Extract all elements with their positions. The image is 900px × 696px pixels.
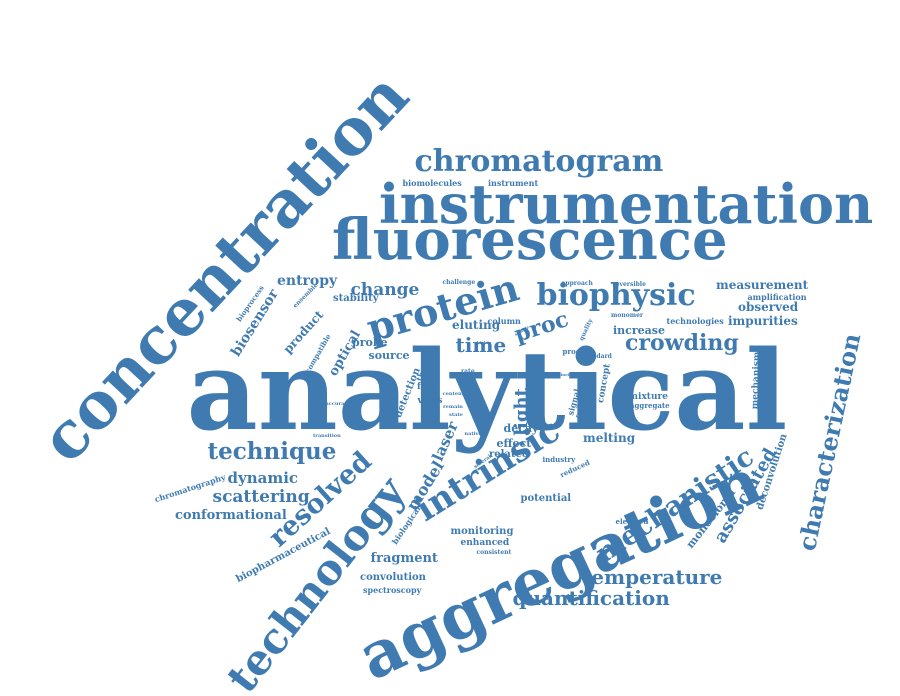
word-kinetic: kinetic [558, 372, 574, 377]
word-monitoring: monitoring [450, 526, 514, 537]
word-conformational: conformational [175, 507, 287, 523]
word-native: native [464, 430, 482, 437]
word-amplification: amplification [747, 292, 807, 302]
word-monomer: monomer [611, 312, 644, 319]
word-proof: proof [562, 346, 584, 356]
word-consistent: consistent [476, 549, 512, 556]
word-related: related [489, 449, 529, 460]
word-rate: rate [461, 368, 475, 375]
word-scattering: scattering [212, 486, 310, 507]
word-led: led [461, 379, 472, 386]
word-elevated: elevated [615, 516, 649, 526]
word-column: column [487, 316, 521, 326]
word-biophysic: biophysic [536, 278, 696, 313]
word-chromatogram: chromatogram [414, 144, 664, 179]
word-entropy: entropy [277, 273, 338, 289]
word-stability: stability [333, 293, 379, 304]
word-state: state [449, 411, 463, 418]
word-biomolecules: biomolecules [402, 178, 462, 188]
word-instrumentation: instrumentation [379, 172, 874, 236]
word-probe: probe [352, 335, 388, 349]
word-challenge: challenge [442, 279, 476, 286]
word-spectroscopy: spectroscopy [363, 585, 422, 595]
word-reversible: reversible [612, 281, 646, 288]
word-content: content [442, 390, 464, 397]
word-characterization: characterization [791, 330, 866, 554]
word-accuracy: accuracy [325, 400, 351, 407]
word-instrument: instrument [488, 178, 539, 188]
word-industry: industry [542, 454, 576, 464]
word-approach: approach [561, 280, 593, 287]
word-mixture: mixture [628, 391, 668, 402]
word-technologies: technologies [666, 316, 724, 326]
word-temperature: temperature [582, 565, 723, 589]
word-change: change [350, 279, 420, 300]
word-effect: effect [496, 436, 532, 450]
word-technique: technique [207, 437, 337, 465]
word-free: free [417, 381, 438, 392]
word-impurities: impurities [728, 314, 798, 328]
word-fragment: fragment [370, 550, 438, 566]
word-virus: virus [417, 395, 443, 406]
word-decay: decay [503, 421, 539, 435]
word-source: source [368, 348, 410, 362]
word-observed: observed [738, 300, 799, 314]
word-melting: melting [583, 431, 636, 445]
word-increase: increase [613, 323, 665, 337]
word-standard: standard [582, 353, 612, 360]
word-higher: higher [476, 340, 492, 345]
word-convolution: convolution [360, 572, 426, 583]
word-fluorescence: fluorescence [332, 207, 728, 273]
word-crowding: crowding [625, 330, 739, 356]
word-quantification: quantification [512, 586, 670, 610]
word-aggregate: aggregate [630, 400, 670, 410]
word-analytical: analytical [186, 326, 788, 455]
word-dynamic: dynamic [227, 468, 299, 487]
word-potential: potential [520, 493, 572, 504]
word-measurement: measurement [716, 278, 809, 292]
word-major: major [581, 373, 595, 378]
word-enhanced: enhanced [460, 537, 510, 548]
word-eluting: eluting [452, 318, 501, 332]
word-time: time [455, 333, 507, 357]
word-remain: remain [443, 403, 463, 410]
word-transition: transition [313, 432, 341, 439]
